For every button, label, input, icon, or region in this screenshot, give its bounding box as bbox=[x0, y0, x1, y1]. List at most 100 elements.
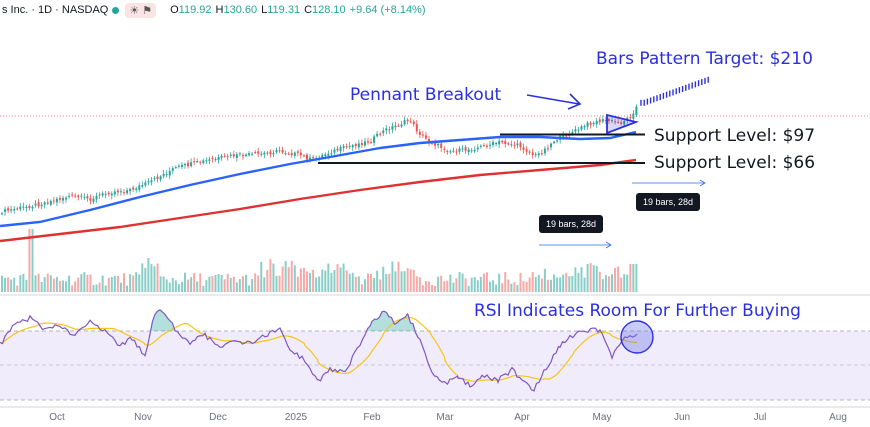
volume-bar bbox=[119, 282, 122, 292]
candle-body bbox=[333, 149, 336, 153]
volume-bar bbox=[40, 281, 43, 292]
volume-bar bbox=[607, 276, 610, 292]
candle-body bbox=[238, 153, 241, 155]
low-value: 119.31 bbox=[267, 4, 301, 16]
volume-bar bbox=[525, 281, 528, 292]
support-97-annotation: Support Level: $97 bbox=[654, 126, 816, 146]
volume-bar bbox=[492, 280, 495, 292]
volume-bar bbox=[190, 277, 193, 292]
candle-body bbox=[489, 144, 491, 146]
candle-body bbox=[31, 206, 34, 209]
x-axis-label-1: Nov bbox=[134, 412, 152, 423]
candle-body bbox=[577, 129, 580, 131]
volume-bar bbox=[104, 285, 107, 292]
volume-bar bbox=[278, 275, 281, 292]
high-value: 130.60 bbox=[223, 4, 258, 16]
range-tag-2: 19 bars, 28d bbox=[539, 215, 604, 233]
ticker-label: s Inc. · 1D · NASDAQ bbox=[2, 4, 109, 16]
volume-bar bbox=[214, 274, 217, 292]
change-value: +9.64 (+8.14%) bbox=[349, 4, 426, 16]
candle-body bbox=[129, 188, 132, 192]
volume-bar bbox=[229, 277, 232, 292]
volume-bar bbox=[7, 277, 10, 292]
candle-body bbox=[522, 147, 525, 150]
candle-body bbox=[107, 192, 110, 195]
candle-body bbox=[110, 193, 113, 196]
volume-bar bbox=[306, 271, 308, 292]
sun-icon[interactable]: ☀ bbox=[129, 4, 140, 17]
volume-bar bbox=[559, 277, 562, 292]
volume-bar bbox=[321, 269, 324, 292]
volume-bar bbox=[614, 267, 617, 292]
candle-body bbox=[46, 202, 49, 204]
volume-bars bbox=[1, 229, 638, 292]
candle-body bbox=[476, 147, 479, 150]
candle-body bbox=[345, 146, 348, 148]
candle-body bbox=[443, 148, 446, 150]
volume-bar bbox=[95, 284, 98, 292]
volume-bar bbox=[367, 273, 369, 292]
candle-body bbox=[580, 126, 583, 130]
candle-body bbox=[598, 119, 601, 123]
volume-bar bbox=[443, 281, 446, 292]
volume-bar bbox=[333, 270, 336, 292]
volume-bar bbox=[171, 277, 174, 292]
volume-bar bbox=[65, 281, 68, 292]
volume-bar bbox=[412, 269, 415, 292]
candle-body bbox=[184, 163, 186, 166]
volume-bar bbox=[110, 277, 113, 292]
candle-body bbox=[312, 157, 315, 159]
ma200-line bbox=[0, 158, 637, 243]
volume-bar bbox=[193, 273, 196, 292]
candle-body bbox=[190, 162, 193, 167]
x-axis-label-3: 2025 bbox=[284, 412, 308, 423]
volume-bar bbox=[49, 275, 52, 292]
volume-bar bbox=[400, 271, 403, 292]
volume-bar bbox=[74, 281, 77, 292]
candle-body bbox=[589, 122, 592, 125]
candle-body bbox=[632, 113, 635, 119]
volume-bar bbox=[220, 274, 223, 292]
rsi-ma-line bbox=[0, 316, 638, 382]
volume-bar bbox=[19, 275, 22, 292]
candle-body bbox=[421, 134, 424, 136]
candle-body bbox=[278, 150, 281, 152]
x-axis-label-8: Jun bbox=[673, 412, 691, 423]
volume-bar bbox=[571, 275, 574, 292]
candle-body bbox=[525, 149, 528, 152]
candle-body bbox=[126, 190, 129, 194]
volume-bar bbox=[205, 280, 208, 292]
volume-bar bbox=[623, 274, 626, 292]
flag-icon[interactable]: ⚑ bbox=[142, 4, 153, 17]
volume-bar bbox=[135, 272, 138, 292]
candle-body bbox=[220, 155, 223, 158]
volume-bar bbox=[58, 280, 61, 292]
candle-body bbox=[263, 152, 266, 155]
volume-bar bbox=[424, 280, 427, 292]
candle-body bbox=[19, 206, 22, 210]
candle-body bbox=[86, 196, 89, 199]
candle-body bbox=[58, 198, 61, 200]
volume-bar bbox=[37, 273, 40, 292]
rsi-band bbox=[0, 331, 870, 400]
volume-bar bbox=[516, 285, 519, 292]
x-axis-label-9: Jul bbox=[753, 412, 767, 423]
volume-bar bbox=[534, 277, 537, 292]
volume-bar bbox=[528, 277, 531, 292]
volume-bar bbox=[199, 273, 202, 292]
volume-bar bbox=[406, 268, 409, 292]
high-label: H bbox=[215, 4, 224, 16]
volume-bar bbox=[92, 285, 95, 292]
x-axis-label-5: Mar bbox=[436, 412, 454, 423]
volume-bar bbox=[202, 285, 205, 292]
volume-bar bbox=[464, 278, 467, 292]
volume-bar bbox=[507, 279, 510, 292]
volume-bar bbox=[495, 284, 498, 292]
volume-bar bbox=[537, 274, 540, 292]
header-icons[interactable]: ☀ ⚑ bbox=[125, 2, 157, 18]
volume-bar bbox=[467, 285, 470, 292]
volume-bar bbox=[275, 275, 278, 292]
volume-bar bbox=[437, 276, 440, 292]
price-candles bbox=[1, 104, 638, 216]
